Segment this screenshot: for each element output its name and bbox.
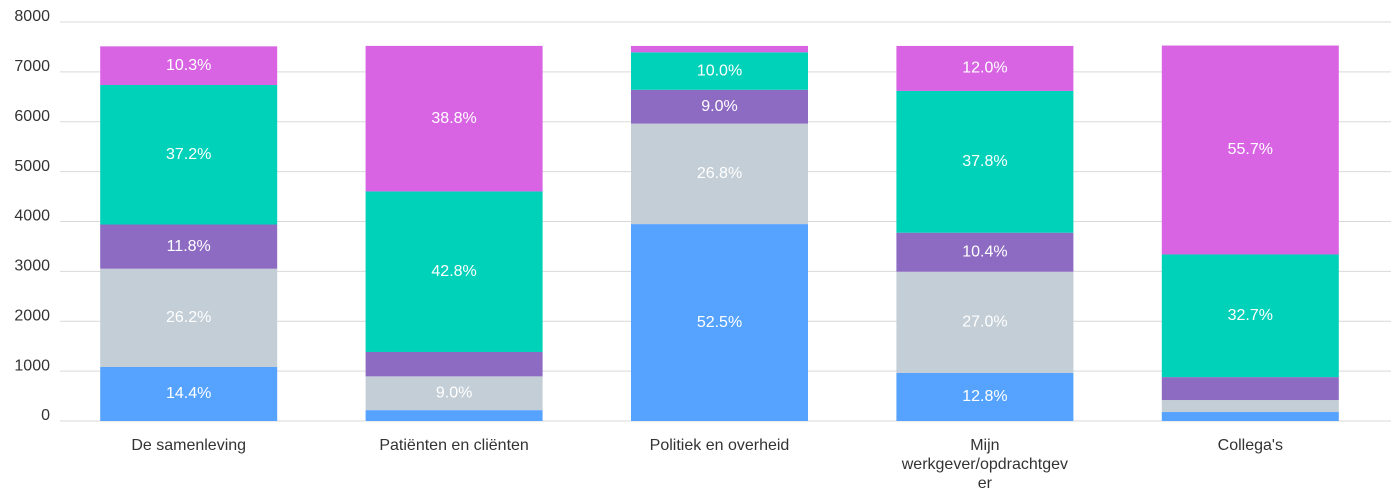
x-tick-label: Mijn werkgever/opdrachtgever bbox=[901, 437, 1069, 492]
data-label: 32.7% bbox=[1228, 307, 1273, 324]
bar-segment bbox=[100, 366, 278, 421]
bar-segment bbox=[896, 372, 1074, 421]
data-label: 52.5% bbox=[697, 314, 742, 331]
bar-segment bbox=[1161, 254, 1339, 378]
data-label: 38.8% bbox=[431, 110, 476, 127]
bar-segment bbox=[100, 224, 278, 269]
bar-segment bbox=[631, 89, 808, 124]
x-tick-label: Patiënten en cliënten bbox=[379, 437, 529, 454]
y-tick-label: 4000 bbox=[14, 208, 50, 225]
data-label: 37.8% bbox=[962, 153, 1007, 170]
x-tick-label: De samenleving bbox=[131, 437, 247, 454]
bar-segment bbox=[896, 271, 1074, 373]
data-label: 26.8% bbox=[697, 165, 742, 182]
bar-segment bbox=[365, 410, 543, 421]
data-label: 9.0% bbox=[436, 384, 472, 401]
bar-segment bbox=[100, 84, 278, 225]
y-tick-label: 0 bbox=[41, 407, 50, 424]
bar-segment bbox=[1161, 377, 1339, 401]
data-label: 12.0% bbox=[962, 60, 1007, 77]
y-tick-label: 7000 bbox=[14, 58, 50, 75]
x-tick-label: Politiek en overheid bbox=[649, 437, 790, 454]
bar-segment bbox=[896, 45, 1074, 91]
bar-segment bbox=[631, 52, 808, 90]
data-label: 42.8% bbox=[431, 263, 476, 280]
data-label: 9.0% bbox=[701, 98, 737, 115]
data-label: 10.4% bbox=[962, 243, 1007, 260]
y-tick-label: 8000 bbox=[14, 8, 50, 25]
y-tick-label: 6000 bbox=[14, 108, 50, 125]
bar-segment bbox=[365, 191, 543, 352]
bar-segment bbox=[896, 90, 1074, 233]
bar-segment bbox=[100, 46, 278, 85]
y-tick-label: 2000 bbox=[14, 307, 50, 324]
bar-segment bbox=[1161, 45, 1339, 255]
data-label: 26.2% bbox=[166, 309, 211, 326]
bar-segment bbox=[100, 268, 278, 367]
y-tick-label: 1000 bbox=[14, 357, 50, 374]
bar-segment bbox=[1161, 400, 1339, 413]
data-label: 12.8% bbox=[962, 388, 1007, 405]
bar-segment bbox=[365, 351, 543, 377]
bar-segment bbox=[896, 232, 1074, 272]
bar-segment bbox=[631, 45, 808, 53]
bar-segment bbox=[1161, 412, 1339, 421]
data-label: 55.7% bbox=[1228, 141, 1273, 158]
data-label: 11.8% bbox=[167, 238, 211, 255]
data-label: 37.2% bbox=[166, 146, 211, 163]
bar-segment bbox=[365, 45, 543, 192]
bar-segment bbox=[631, 123, 808, 225]
y-tick-label: 3000 bbox=[14, 258, 50, 275]
data-label: 27.0% bbox=[962, 314, 1007, 331]
x-tick-label: Collega's bbox=[1217, 437, 1283, 454]
bar-segment bbox=[631, 224, 808, 421]
y-tick-label: 5000 bbox=[14, 158, 50, 175]
data-label: 14.4% bbox=[166, 385, 211, 402]
data-label: 10.3% bbox=[166, 57, 211, 74]
data-label: 10.0% bbox=[697, 62, 742, 79]
bar-segment bbox=[365, 376, 543, 411]
